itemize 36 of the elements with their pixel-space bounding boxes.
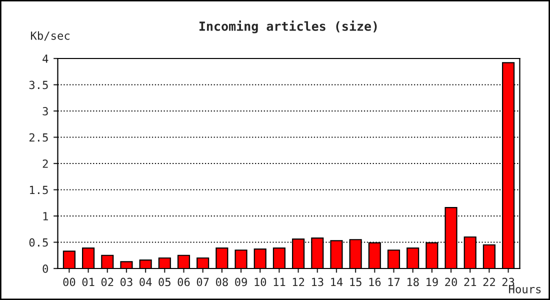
y-tick-label: 1	[43, 212, 48, 220]
x-tick-label: 07	[196, 278, 209, 286]
y-axis-title: Kb/sec	[30, 31, 70, 41]
x-tick-label: 22	[483, 278, 495, 286]
x-tick-label: 00	[63, 278, 76, 286]
x-tick-label: 01	[82, 278, 94, 286]
x-tick-label: 13	[312, 278, 324, 286]
x-tick-label: 20	[445, 278, 457, 286]
y-tick-label: 0.5	[29, 238, 48, 247]
y-tick-label: 2	[42, 160, 48, 168]
x-tick-label: 14	[331, 278, 343, 286]
y-tick-label: 0	[42, 264, 48, 273]
y-tick-label: 3	[42, 107, 48, 116]
y-tick-label: 2.5	[29, 133, 48, 142]
x-tick-label: 08	[216, 278, 228, 286]
y-tick-label: 4	[42, 54, 48, 63]
x-tick-label: 23	[502, 278, 514, 286]
x-tick-label: 10	[254, 278, 266, 286]
x-tick-label: 02	[101, 278, 114, 286]
x-tick-label: 11	[274, 278, 286, 286]
x-tick-label: 06	[178, 278, 190, 286]
x-tick-label: 03	[120, 278, 132, 286]
x-tick-label: 21	[464, 278, 476, 286]
x-tick-label: 05	[158, 278, 170, 286]
x-tick-label: 16	[369, 278, 381, 286]
x-tick-label: 15	[350, 278, 362, 286]
x-axis-title: Hours	[509, 285, 541, 294]
x-tick-label: 04	[140, 278, 152, 286]
chart-title: Incoming articles (size)	[199, 20, 377, 34]
y-tick-label: 3.5	[29, 80, 48, 90]
x-tick-label: 17	[388, 278, 400, 286]
x-tick-label: 19	[426, 278, 438, 286]
x-tick-label: 12	[292, 278, 304, 286]
x-tick-label: 09	[235, 278, 247, 286]
x-tick-label: 18	[407, 278, 419, 286]
y-tick-label: 1.5	[30, 186, 48, 194]
